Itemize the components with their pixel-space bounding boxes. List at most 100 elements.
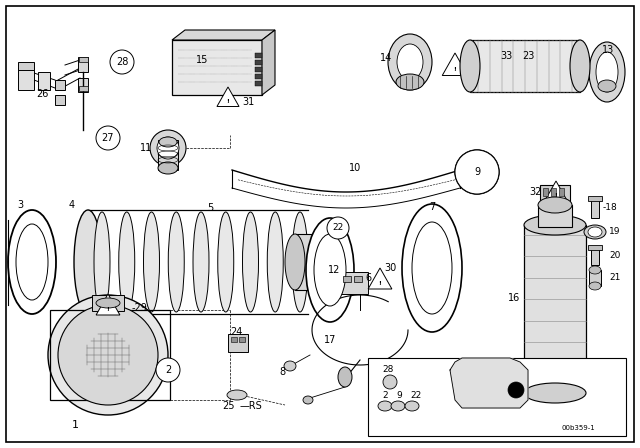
Bar [55, 95, 65, 105]
Text: 28: 28 [382, 366, 394, 375]
Bar [78, 78, 88, 92]
Bar [551, 188, 556, 196]
Text: !: ! [227, 99, 229, 104]
Polygon shape [262, 30, 275, 95]
Text: !: ! [454, 67, 456, 72]
Text: 9: 9 [474, 167, 480, 177]
Bar [559, 188, 564, 196]
Text: 3: 3 [17, 200, 23, 210]
Bar [55, 80, 65, 90]
Text: 23: 23 [522, 51, 534, 61]
Ellipse shape [218, 212, 234, 312]
Ellipse shape [143, 212, 159, 312]
Polygon shape [442, 53, 468, 76]
Polygon shape [172, 30, 275, 40]
Circle shape [462, 157, 492, 187]
Text: 10: 10 [349, 163, 361, 173]
Ellipse shape [227, 390, 247, 400]
Ellipse shape [74, 210, 102, 314]
Ellipse shape [388, 34, 432, 90]
Text: 21: 21 [609, 273, 620, 283]
Bar [50, 310, 170, 400]
Circle shape [455, 150, 499, 194]
Bar [524, 225, 586, 393]
Text: 13: 13 [602, 45, 614, 55]
Circle shape [156, 358, 180, 382]
Ellipse shape [584, 225, 606, 239]
Text: 20: 20 [609, 251, 620, 260]
Text: 22: 22 [410, 392, 421, 401]
Bar [538, 205, 572, 227]
Ellipse shape [150, 130, 186, 166]
Ellipse shape [243, 212, 259, 312]
Text: 5: 5 [207, 203, 213, 213]
Bar [540, 185, 570, 207]
Text: -29: -29 [132, 303, 148, 313]
Polygon shape [96, 294, 120, 315]
Text: 14: 14 [380, 53, 392, 63]
Bar [295, 234, 317, 290]
Ellipse shape [405, 401, 419, 411]
Bar [79, 57, 88, 62]
Ellipse shape [402, 204, 462, 332]
Text: 32: 32 [530, 187, 542, 197]
Ellipse shape [598, 80, 616, 92]
Text: 19: 19 [609, 228, 621, 237]
Polygon shape [368, 268, 392, 289]
Ellipse shape [306, 218, 354, 322]
Ellipse shape [193, 212, 209, 312]
Bar [591, 198, 599, 218]
Text: 31: 31 [242, 97, 254, 107]
Ellipse shape [268, 212, 284, 312]
Text: !: ! [379, 281, 381, 286]
Text: 33: 33 [500, 51, 512, 61]
Ellipse shape [524, 215, 586, 235]
Ellipse shape [94, 212, 110, 312]
Bar [78, 57, 88, 72]
Text: —RS: —RS [240, 401, 263, 411]
Bar [231, 337, 237, 342]
Bar [255, 60, 262, 65]
Text: 2: 2 [165, 365, 171, 375]
Circle shape [508, 382, 524, 398]
Ellipse shape [596, 52, 618, 92]
Polygon shape [217, 87, 239, 107]
Text: !: ! [107, 307, 109, 312]
Ellipse shape [589, 266, 601, 274]
Text: 8: 8 [279, 367, 285, 377]
Bar [255, 53, 262, 58]
Bar [588, 245, 602, 250]
Text: 16: 16 [508, 293, 520, 303]
Text: 17: 17 [324, 335, 336, 345]
Text: 27: 27 [102, 133, 115, 143]
Ellipse shape [48, 295, 168, 415]
Bar [340, 272, 368, 294]
Bar [38, 72, 50, 90]
Bar [588, 196, 602, 201]
Ellipse shape [412, 222, 452, 314]
Circle shape [455, 150, 499, 194]
Text: 15: 15 [196, 55, 209, 65]
Circle shape [96, 126, 120, 150]
Bar [18, 62, 34, 70]
Bar [255, 74, 262, 79]
Bar [172, 40, 262, 95]
Ellipse shape [158, 162, 178, 174]
Bar [18, 68, 34, 90]
Bar [368, 358, 626, 436]
Bar [470, 40, 580, 92]
Bar [591, 247, 599, 265]
Text: 9: 9 [396, 392, 402, 401]
Ellipse shape [538, 197, 572, 213]
Ellipse shape [292, 212, 308, 312]
Ellipse shape [168, 212, 184, 312]
Text: -18: -18 [603, 203, 618, 212]
Bar [228, 334, 248, 352]
Text: 28: 28 [116, 57, 128, 67]
Ellipse shape [391, 401, 405, 411]
Ellipse shape [378, 401, 392, 411]
Text: 26: 26 [36, 89, 48, 99]
Text: 12: 12 [328, 265, 340, 275]
Bar [354, 276, 362, 282]
Ellipse shape [460, 40, 480, 92]
